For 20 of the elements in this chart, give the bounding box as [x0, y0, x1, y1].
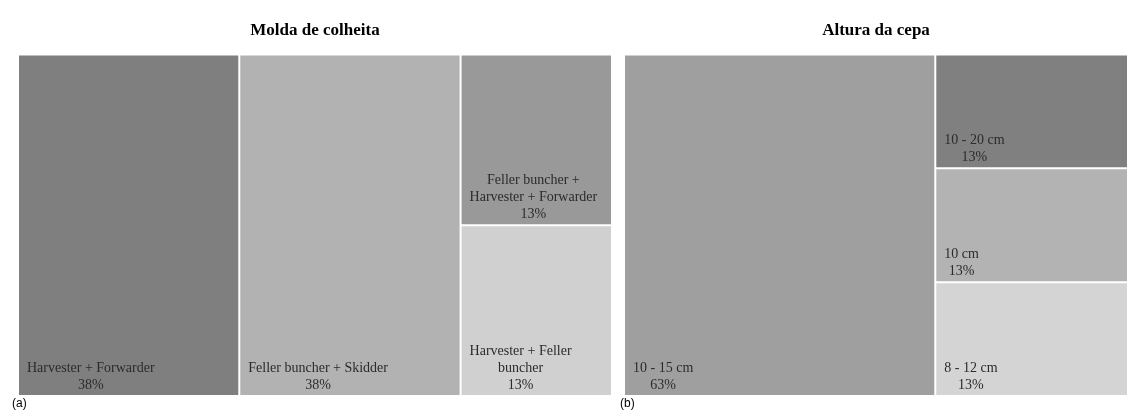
category-label: 8 - 12 cm [944, 360, 998, 375]
data-label: 13% [958, 377, 985, 392]
text: Molda de colheita [250, 19, 381, 39]
data-label: 38% [77, 377, 104, 392]
data-label: 13% [507, 377, 534, 392]
data-label: 13% [520, 206, 547, 222]
data-label: 13% [948, 263, 975, 279]
category-label: Harvester + Forwarder [27, 360, 155, 375]
category-label: 10 - 15 cm [633, 360, 694, 375]
category-label: Feller buncher + Skidder [248, 360, 389, 375]
data-label: 38% [305, 377, 332, 392]
text: (b) [620, 396, 635, 411]
data-label: 13% [961, 149, 988, 165]
category-label: Harvester + Feller buncher [469, 343, 572, 375]
data-label: 63% [650, 377, 677, 392]
text: Altura da cepa [822, 19, 931, 39]
category-label: 10 - 20 cm [944, 132, 1005, 148]
category-label: Feller buncher + Harvester + Forwarder [469, 172, 598, 205]
category-label: 10 cm [944, 246, 980, 262]
text: (a) [12, 396, 27, 411]
